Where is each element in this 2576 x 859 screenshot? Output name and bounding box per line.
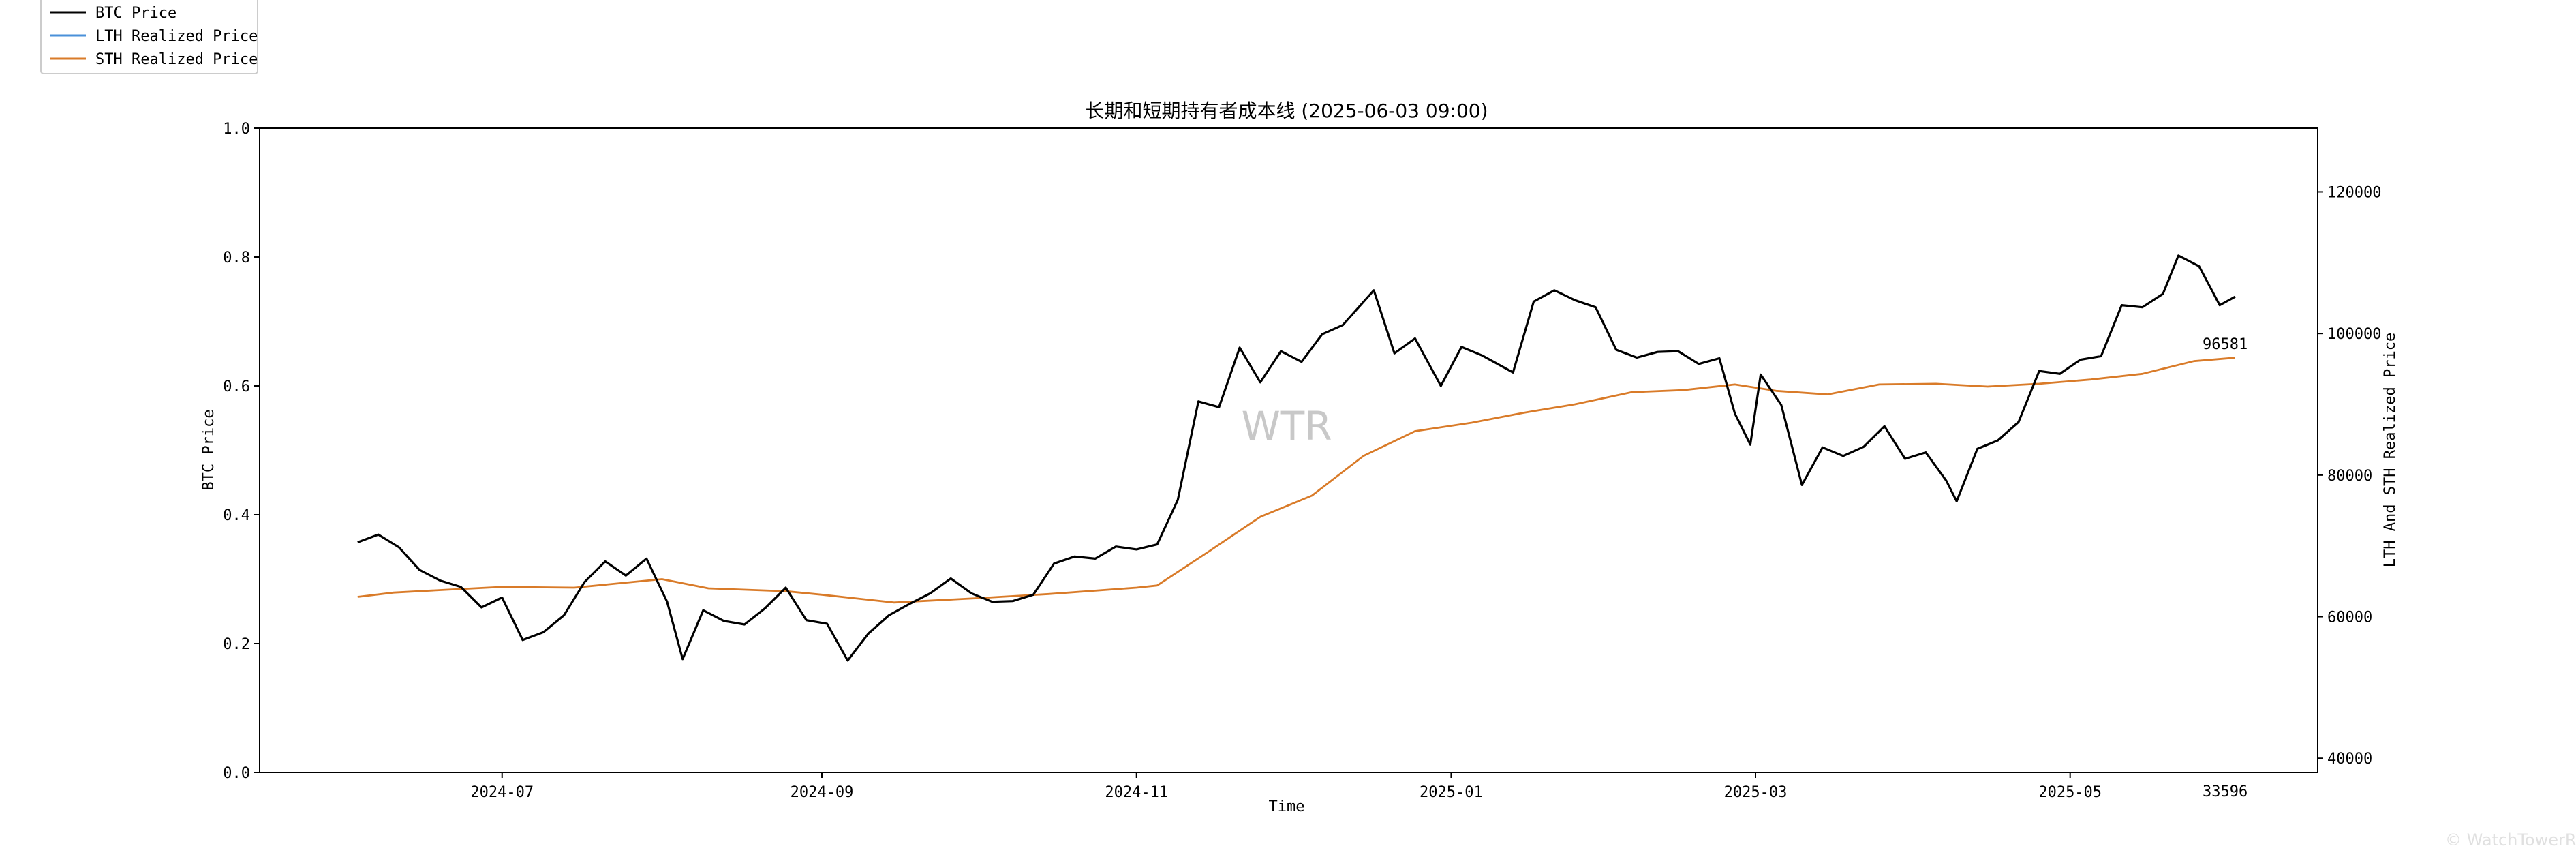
x-tick-label: 2024-07 — [470, 784, 534, 801]
annotation-lth-last-value: 33596 — [2203, 783, 2248, 800]
annotation-sth-last-value: 96581 — [2203, 336, 2248, 353]
y-axis-left-title: BTC Price — [200, 409, 217, 490]
legend-label-sth-realized-price: STH Realized Price — [95, 51, 258, 68]
x-axis-title: Time — [1269, 798, 1305, 815]
legend: BTC Price LTH Realized Price STH Realize… — [40, 0, 258, 74]
legend-frame — [40, 0, 258, 74]
chart-title: 长期和短期持有者成本线 (2025-06-03 09:00) — [1085, 100, 1488, 122]
legend-label-btc-price: BTC Price — [95, 5, 177, 22]
y-right-tick-label: 40000 — [2327, 751, 2372, 768]
y-axis-right-title: LTH And STH Realized Price — [2382, 333, 2399, 567]
y-axis-left: 0.0 0.2 0.4 0.6 0.8 1.0 — [223, 121, 260, 782]
series-line-sth-realized-price — [357, 357, 2236, 604]
x-tick-label: 2024-09 — [791, 784, 854, 801]
y-left-tick-label: 0.6 — [223, 378, 250, 395]
x-axis: 2024-07 2024-09 2024-11 2025-01 2025-03 2025-… — [470, 772, 2102, 801]
y-axis-right: 40000 60000 80000 100000 120000 — [2318, 184, 2381, 768]
series-layer — [357, 254, 2236, 662]
x-tick-label: 2024-11 — [1105, 784, 1168, 801]
y-left-tick-label: 0.8 — [223, 250, 250, 267]
x-tick-label: 2025-03 — [1724, 784, 1788, 801]
y-left-tick-label: 1.0 — [223, 121, 250, 138]
watermark-text: WTR — [1241, 403, 1332, 449]
x-tick-label: 2025-01 — [1420, 784, 1483, 801]
y-left-tick-label: 0.2 — [223, 636, 250, 653]
y-left-tick-label: 0.4 — [223, 507, 250, 524]
y-right-tick-label: 100000 — [2327, 326, 2381, 343]
y-left-tick-label: 0.0 — [223, 765, 250, 782]
footer-watermark: © WatchTowerR — [2445, 830, 2576, 849]
x-tick-label: 2025-05 — [2038, 784, 2102, 801]
y-right-tick-label: 60000 — [2327, 609, 2372, 627]
legend-label-lth-realized-price: LTH Realized Price — [95, 28, 258, 45]
series-line-btc-price — [357, 254, 2236, 662]
y-right-tick-label: 120000 — [2327, 184, 2381, 201]
y-right-tick-label: 80000 — [2327, 468, 2372, 485]
plot-frame — [259, 127, 2318, 773]
